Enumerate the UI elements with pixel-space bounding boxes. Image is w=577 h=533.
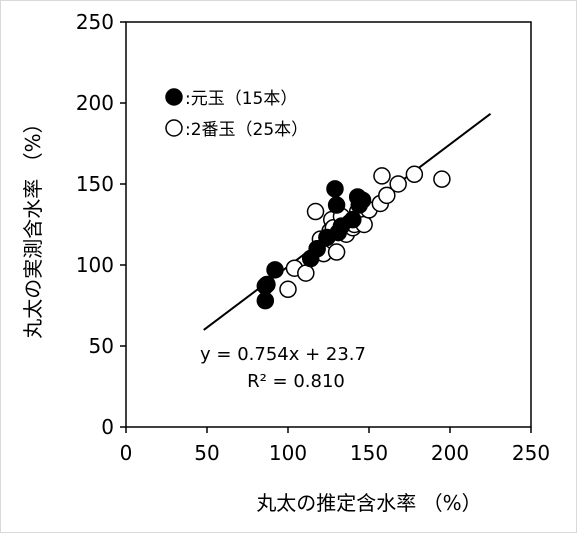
- y-tick-label: 200: [76, 91, 114, 115]
- y-tick-label: 50: [89, 334, 114, 358]
- x-tick-label: 200: [431, 441, 469, 465]
- data-point-nibandama: [389, 175, 407, 193]
- data-point-nibandama: [297, 264, 315, 282]
- data-point-motodama: [308, 240, 326, 258]
- y-tick-label: 100: [76, 253, 114, 277]
- data-point-nibandama: [306, 202, 325, 221]
- y-axis-title: 丸太の実測含水率 （%）: [21, 113, 45, 338]
- data-point-nibandama: [279, 280, 297, 299]
- data-point-motodama: [344, 210, 362, 229]
- y-tick-label: 0: [101, 415, 114, 439]
- data-point-motodama: [258, 275, 276, 294]
- x-tick-label: 0: [120, 441, 133, 465]
- legend: :元玉（15本） :2番玉（25本）: [165, 88, 308, 140]
- y-tick-label: 250: [76, 10, 114, 34]
- data-point-motodama: [327, 196, 346, 214]
- legend-label-nibandama: :2番玉（25本）: [185, 120, 308, 140]
- data-point-motodama: [256, 291, 275, 310]
- legend-label-motodama: :元玉（15本）: [185, 89, 297, 109]
- x-axis-ticks: 0 50 100 150 200 250: [120, 427, 550, 465]
- x-axis-title: 丸太の推定含水率 （%）: [256, 491, 481, 515]
- data-point-motodama: [266, 261, 284, 279]
- data-point-nibandama: [373, 167, 391, 185]
- regression-equation: y = 0.754x + 23.7: [200, 344, 366, 365]
- x-tick-label: 100: [269, 441, 307, 465]
- data-point-motodama: [326, 180, 344, 198]
- data-point-nibandama: [405, 165, 424, 184]
- data-point-motodama: [353, 191, 372, 209]
- legend-marker-nibandama: [165, 119, 183, 137]
- data-point-nibandama: [433, 170, 451, 188]
- x-tick-label: 250: [512, 441, 550, 465]
- r-squared-label: R² = 0.810: [247, 371, 345, 392]
- y-tick-label: 150: [76, 172, 114, 196]
- legend-marker-motodama: [165, 88, 183, 106]
- x-tick-label: 150: [350, 441, 388, 465]
- plot-area-border: [125, 21, 532, 428]
- data-point-nibandama: [378, 186, 396, 205]
- data-points: [256, 165, 451, 310]
- x-tick-label: 50: [194, 441, 219, 465]
- data-point-nibandama: [327, 243, 346, 261]
- y-axis-ticks: 0 50 100 150 200 250: [76, 10, 126, 439]
